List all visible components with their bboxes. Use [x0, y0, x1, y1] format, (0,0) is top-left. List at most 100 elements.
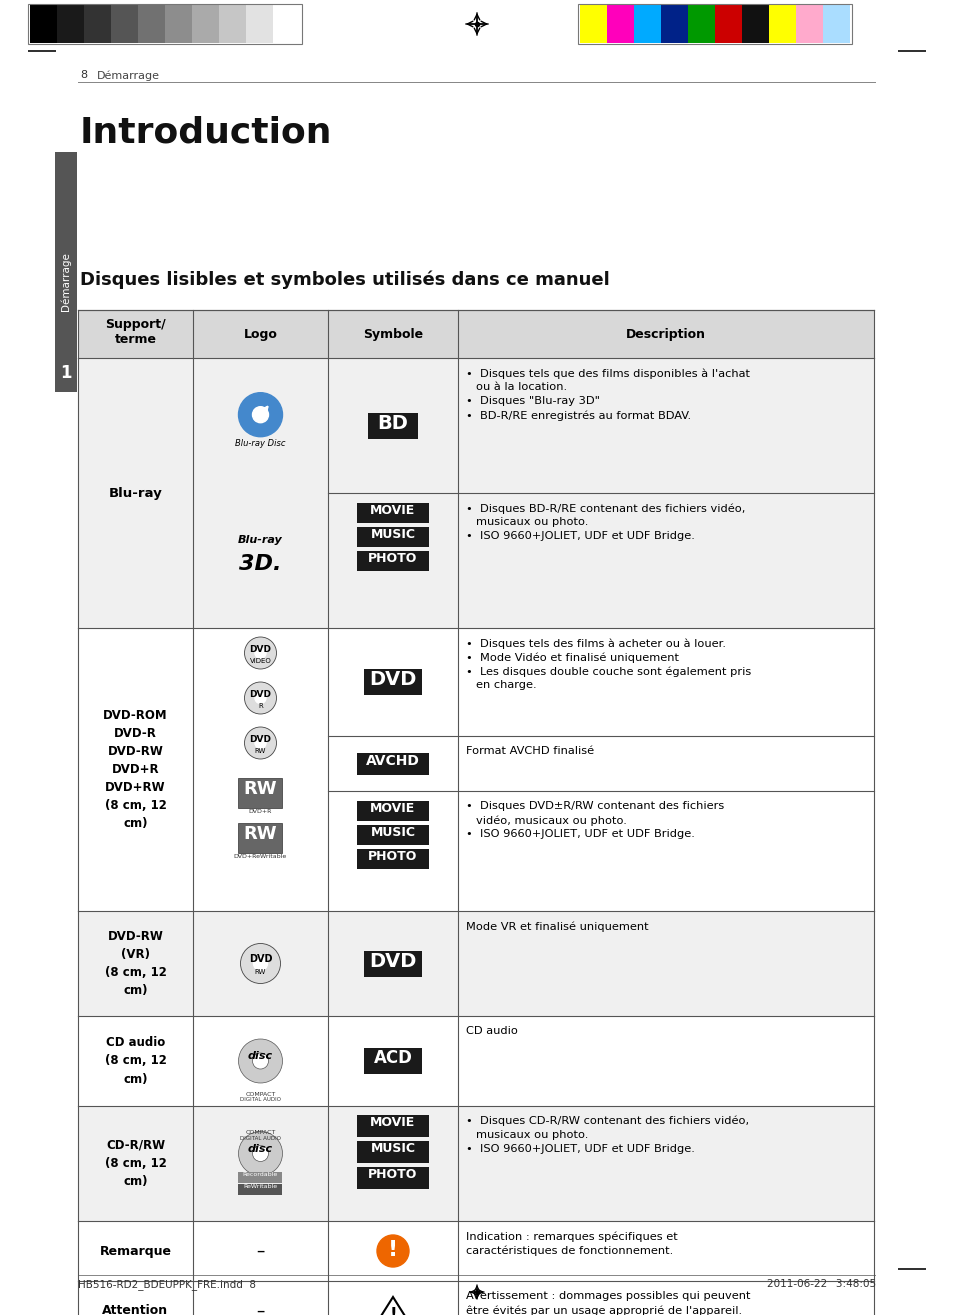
- Text: Logo: Logo: [243, 327, 277, 341]
- Text: Disques lisibles et symboles utilisés dans ce manuel: Disques lisibles et symboles utilisés da…: [80, 270, 609, 288]
- Text: R: R: [258, 704, 263, 709]
- Text: 8: 8: [80, 70, 87, 80]
- Bar: [356, 1166, 429, 1189]
- Text: •  Mode Vidéo et finalisé uniquement: • Mode Vidéo et finalisé uniquement: [465, 652, 679, 663]
- Text: ACD: ACD: [374, 1049, 412, 1066]
- Circle shape: [244, 636, 276, 669]
- Text: en charge.: en charge.: [476, 680, 536, 690]
- Text: MOVIE: MOVIE: [370, 1116, 416, 1130]
- Bar: [768, 5, 795, 43]
- Text: Symbole: Symbole: [362, 327, 422, 341]
- Text: •  ISO 9660+JOLIET, UDF et UDF Bridge.: • ISO 9660+JOLIET, UDF et UDF Bridge.: [465, 828, 694, 839]
- Text: DVD: DVD: [250, 735, 272, 743]
- Text: DVD: DVD: [250, 644, 272, 654]
- Text: DIGITAL AUDIO: DIGITAL AUDIO: [240, 1097, 281, 1102]
- Circle shape: [254, 647, 266, 659]
- Text: Recordable: Recordable: [243, 1173, 278, 1177]
- Text: ReWritable: ReWritable: [243, 1185, 277, 1190]
- Bar: [356, 801, 429, 821]
- Text: –: –: [256, 1241, 264, 1260]
- Text: !: !: [388, 1240, 397, 1260]
- Text: disc: disc: [248, 1144, 273, 1153]
- Bar: [897, 50, 925, 51]
- Text: –: –: [256, 1302, 264, 1315]
- Bar: [28, 4, 302, 43]
- Text: Blu-ray: Blu-ray: [238, 535, 283, 546]
- Text: !: !: [389, 1306, 396, 1315]
- Bar: [78, 1106, 873, 1222]
- Bar: [238, 1172, 282, 1182]
- Polygon shape: [375, 1297, 410, 1315]
- Text: Démarrage: Démarrage: [97, 70, 160, 80]
- Bar: [364, 1048, 421, 1074]
- Text: PHOTO: PHOTO: [368, 849, 417, 863]
- Text: MUSIC: MUSIC: [370, 826, 416, 839]
- Bar: [606, 5, 634, 43]
- Bar: [78, 1016, 873, 1106]
- Text: MOVIE: MOVIE: [370, 802, 416, 815]
- Bar: [578, 4, 851, 43]
- Bar: [356, 504, 429, 523]
- Text: Mode VR et finalisé uniquement: Mode VR et finalisé uniquement: [465, 920, 648, 931]
- Text: DVD+ReWritable: DVD+ReWritable: [233, 853, 287, 859]
- Bar: [356, 1141, 429, 1162]
- Text: •  Les disques double couche sont également pris: • Les disques double couche sont égaleme…: [465, 665, 750, 676]
- Text: Indication : remarques spécifiques et: Indication : remarques spécifiques et: [465, 1231, 677, 1241]
- Text: Avertissement : dommages possibles qui peuvent: Avertissement : dommages possibles qui p…: [465, 1291, 750, 1301]
- Bar: [368, 413, 417, 438]
- Bar: [165, 5, 192, 43]
- Text: musicaux ou photo.: musicaux ou photo.: [476, 517, 588, 527]
- Bar: [238, 778, 282, 807]
- Text: MOVIE: MOVIE: [370, 504, 416, 517]
- Text: caractéristiques de fonctionnement.: caractéristiques de fonctionnement.: [465, 1245, 673, 1256]
- Text: BD: BD: [377, 413, 408, 433]
- Text: musicaux ou photo.: musicaux ou photo.: [476, 1130, 588, 1140]
- Text: RW: RW: [243, 825, 277, 843]
- Text: Démarrage: Démarrage: [61, 252, 71, 312]
- Text: 1: 1: [60, 364, 71, 381]
- Text: disc: disc: [248, 1051, 273, 1061]
- Text: RW: RW: [254, 748, 266, 753]
- Bar: [78, 1281, 873, 1315]
- Circle shape: [238, 1131, 282, 1176]
- Circle shape: [376, 1235, 409, 1266]
- Text: HB516-RD2_BDEUPPK_FRE.indd  8: HB516-RD2_BDEUPPK_FRE.indd 8: [78, 1279, 255, 1290]
- Circle shape: [253, 956, 267, 970]
- Bar: [356, 1115, 429, 1137]
- Circle shape: [238, 393, 282, 437]
- Text: •  Disques DVD±R/RW contenant des fichiers: • Disques DVD±R/RW contenant des fichier…: [465, 801, 723, 811]
- Text: •  Disques CD-R/RW contenant des fichiers vidéo,: • Disques CD-R/RW contenant des fichiers…: [465, 1116, 748, 1127]
- Text: Format AVCHD finalisé: Format AVCHD finalisé: [465, 746, 594, 756]
- Text: CD-R/RW
(8 cm, 12
cm): CD-R/RW (8 cm, 12 cm): [105, 1139, 166, 1187]
- Text: DVD: DVD: [249, 953, 272, 964]
- Text: ou à la location.: ou à la location.: [476, 381, 566, 392]
- Bar: [238, 1184, 282, 1194]
- Bar: [660, 5, 687, 43]
- Bar: [822, 5, 849, 43]
- Text: DVD-ROM
DVD-R
DVD-RW
DVD+R
DVD+RW
(8 cm, 12
cm): DVD-ROM DVD-R DVD-RW DVD+R DVD+RW (8 cm,…: [103, 709, 168, 830]
- Text: CD audio
(8 cm, 12
cm): CD audio (8 cm, 12 cm): [105, 1036, 166, 1085]
- Bar: [78, 1222, 873, 1281]
- Circle shape: [244, 682, 276, 714]
- Bar: [238, 823, 282, 853]
- Bar: [741, 5, 768, 43]
- Circle shape: [238, 1039, 282, 1084]
- Bar: [78, 629, 873, 911]
- Bar: [246, 5, 273, 43]
- Circle shape: [253, 406, 268, 422]
- Text: •  Disques tels que des films disponibles à l'achat: • Disques tels que des films disponibles…: [465, 368, 749, 379]
- Bar: [356, 527, 429, 547]
- Text: VIDEO: VIDEO: [250, 658, 271, 664]
- Text: DVD: DVD: [369, 671, 416, 689]
- Bar: [219, 5, 246, 43]
- Bar: [30, 5, 57, 43]
- Text: DIGITAL AUDIO: DIGITAL AUDIO: [240, 1136, 281, 1141]
- Text: COMPACT: COMPACT: [245, 1131, 275, 1135]
- Text: PHOTO: PHOTO: [368, 1168, 417, 1181]
- Bar: [84, 5, 111, 43]
- Circle shape: [253, 1053, 268, 1069]
- Text: 2011-06-22   3:48:05: 2011-06-22 3:48:05: [766, 1279, 875, 1289]
- Text: MUSIC: MUSIC: [370, 529, 416, 540]
- Text: RW: RW: [243, 780, 277, 798]
- Bar: [714, 5, 741, 43]
